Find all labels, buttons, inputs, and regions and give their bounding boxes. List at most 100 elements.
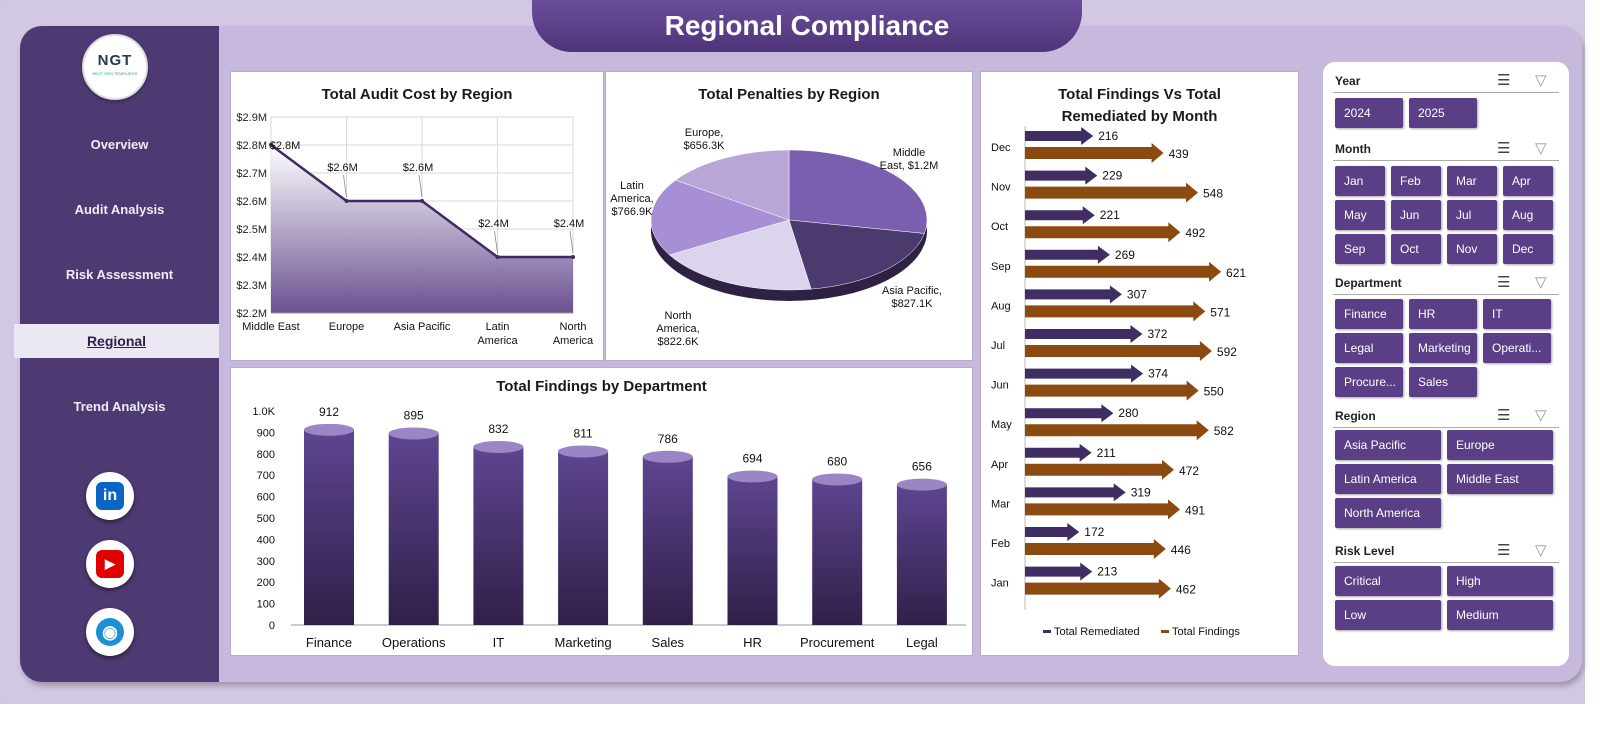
multi-select-icon[interactable]: ☰: [1497, 407, 1511, 424]
department-filter-button[interactable]: Marketing: [1409, 333, 1477, 363]
clear-filter-icon[interactable]: ▽: [1535, 274, 1547, 291]
risk-level-filter-button[interactable]: Medium: [1447, 600, 1553, 630]
y-tick-label: $2.3M: [236, 280, 267, 292]
department-filter-button[interactable]: IT: [1483, 299, 1551, 329]
data-point: [420, 199, 424, 203]
month-filter-button[interactable]: Jan: [1335, 166, 1385, 196]
clear-filter-icon[interactable]: ▽: [1535, 542, 1547, 559]
risk-level-filter-title: Risk Level: [1335, 544, 1395, 558]
data-label: 786: [658, 432, 678, 446]
month-label: Jul: [991, 340, 1005, 352]
department-filter-button[interactable]: Operati...: [1483, 333, 1551, 363]
department-filter-button[interactable]: Sales: [1409, 367, 1477, 397]
region-filter-button[interactable]: Europe: [1447, 430, 1553, 460]
month-label: Dec: [991, 142, 1011, 154]
data-label: 912: [319, 405, 339, 419]
findings-data-label: 472: [1179, 464, 1199, 478]
legend-swatch: [1161, 630, 1169, 633]
year-filter-button[interactable]: 2024: [1335, 98, 1403, 128]
month-filter-button[interactable]: May: [1335, 200, 1385, 230]
column-top: [304, 423, 354, 436]
clear-filter-icon[interactable]: ▽: [1535, 140, 1547, 157]
month-filter-button[interactable]: Apr: [1503, 166, 1553, 196]
month-filter-button[interactable]: Mar: [1447, 166, 1497, 196]
findings-arrow: [1025, 499, 1181, 520]
column-top: [642, 450, 693, 463]
remediated-arrow: [1025, 245, 1110, 264]
risk-level-filter-button[interactable]: High: [1447, 566, 1553, 596]
region-filter-button[interactable]: Middle East: [1447, 464, 1553, 494]
x-tick-label: Operations: [382, 635, 446, 650]
multi-select-icon[interactable]: ☰: [1497, 274, 1511, 291]
y-tick-label: 700: [257, 470, 275, 482]
pie-slice: [650, 179, 790, 256]
department-filter-button[interactable]: Legal: [1335, 333, 1403, 363]
remediated-data-label: 221: [1100, 208, 1120, 222]
region-filter-button[interactable]: Latin America: [1335, 464, 1441, 494]
findings-month-chart-title: Total Findings Vs Total Remediated by Mo…: [1058, 86, 1221, 125]
column-top: [558, 445, 609, 458]
clear-filter-icon[interactable]: ▽: [1535, 407, 1547, 424]
y-tick-label: $2.2M: [236, 308, 267, 320]
leader-line: [418, 174, 423, 198]
audit-cost-chart-card: Total Audit Cost by Region $2.9M $2.8M $2.…: [230, 71, 604, 361]
data-point: [571, 255, 575, 259]
month-label: Jun: [991, 380, 1009, 392]
filter-divider: [1333, 427, 1559, 428]
region-filter-button[interactable]: Asia Pacific: [1335, 430, 1441, 460]
findings-arrow: [1025, 222, 1181, 243]
risk-level-filter-button[interactable]: Low: [1335, 600, 1441, 630]
filter-divider: [1333, 562, 1559, 563]
column-top: [727, 470, 778, 483]
linkedin-button[interactable]: in: [86, 472, 134, 520]
column-bar: [473, 446, 524, 625]
multi-select-icon[interactable]: ☰: [1497, 140, 1511, 157]
month-filter-button[interactable]: Nov: [1447, 234, 1497, 264]
findings-arrow: [1025, 341, 1212, 361]
data-label: 895: [404, 408, 424, 422]
y-tick-label: $2.5M: [236, 224, 267, 236]
month-filter-button[interactable]: Dec: [1503, 234, 1553, 264]
nav-trend-analysis[interactable]: Trend Analysis: [73, 399, 166, 414]
nav-audit-analysis[interactable]: Audit Analysis: [74, 202, 165, 217]
month-filter-button[interactable]: Jun: [1391, 200, 1441, 230]
month-filter-button[interactable]: Oct: [1391, 234, 1441, 264]
website-button[interactable]: ◉: [86, 608, 134, 656]
nav-regional[interactable]: Regional: [14, 324, 219, 358]
department-filter-button[interactable]: Procure...: [1335, 367, 1403, 397]
clear-filter-icon[interactable]: ▽: [1535, 72, 1547, 89]
department-filter-button[interactable]: Finance: [1335, 299, 1403, 329]
month-filter-button[interactable]: Aug: [1503, 200, 1553, 230]
month-label: Oct: [991, 221, 1008, 233]
region-filter-title: Region: [1335, 409, 1376, 423]
region-filter-button[interactable]: North America: [1335, 498, 1441, 528]
department-filter-button[interactable]: HR: [1409, 299, 1477, 329]
linkedin-icon: in: [96, 482, 124, 510]
nav-overview[interactable]: Overview: [90, 137, 149, 152]
risk-level-filter-button[interactable]: Critical: [1335, 566, 1441, 596]
data-label: 694: [742, 451, 762, 465]
findings-arrow: [1025, 420, 1209, 441]
nav-risk-assessment[interactable]: Risk Assessment: [65, 267, 174, 282]
logo-text: NGT: [97, 52, 133, 69]
remediated-data-label: 280: [1118, 406, 1138, 420]
remediated-arrow: [1025, 206, 1095, 225]
multi-select-icon[interactable]: ☰: [1497, 72, 1511, 89]
findings-data-label: 462: [1176, 583, 1196, 597]
remediated-arrow: [1025, 562, 1093, 581]
findings-dept-chart-card: Total Findings by Department 1.0K 900 800 7…: [230, 367, 973, 656]
penalties-pie-chart: Middle East, $1.2M Asia Pacific, $827.1K Nor…: [610, 127, 942, 348]
data-label: 832: [488, 422, 508, 436]
youtube-button[interactable]: ▶: [86, 540, 134, 588]
column-bar: [558, 451, 609, 625]
data-point: [269, 143, 273, 147]
legend-label: Total Remediated: [1054, 626, 1140, 638]
multi-select-icon[interactable]: ☰: [1497, 542, 1511, 559]
pie-data-label: Europe, $656.3K: [684, 127, 726, 152]
year-filter-button[interactable]: 2025: [1409, 98, 1477, 128]
month-filter-button[interactable]: Feb: [1391, 166, 1441, 196]
month-filter-button[interactable]: Jul: [1447, 200, 1497, 230]
company-logo[interactable]: NGT NEXT GEN TEMPLATES: [82, 34, 148, 100]
month-filter-button[interactable]: Sep: [1335, 234, 1385, 264]
pie-slice: [675, 149, 790, 221]
